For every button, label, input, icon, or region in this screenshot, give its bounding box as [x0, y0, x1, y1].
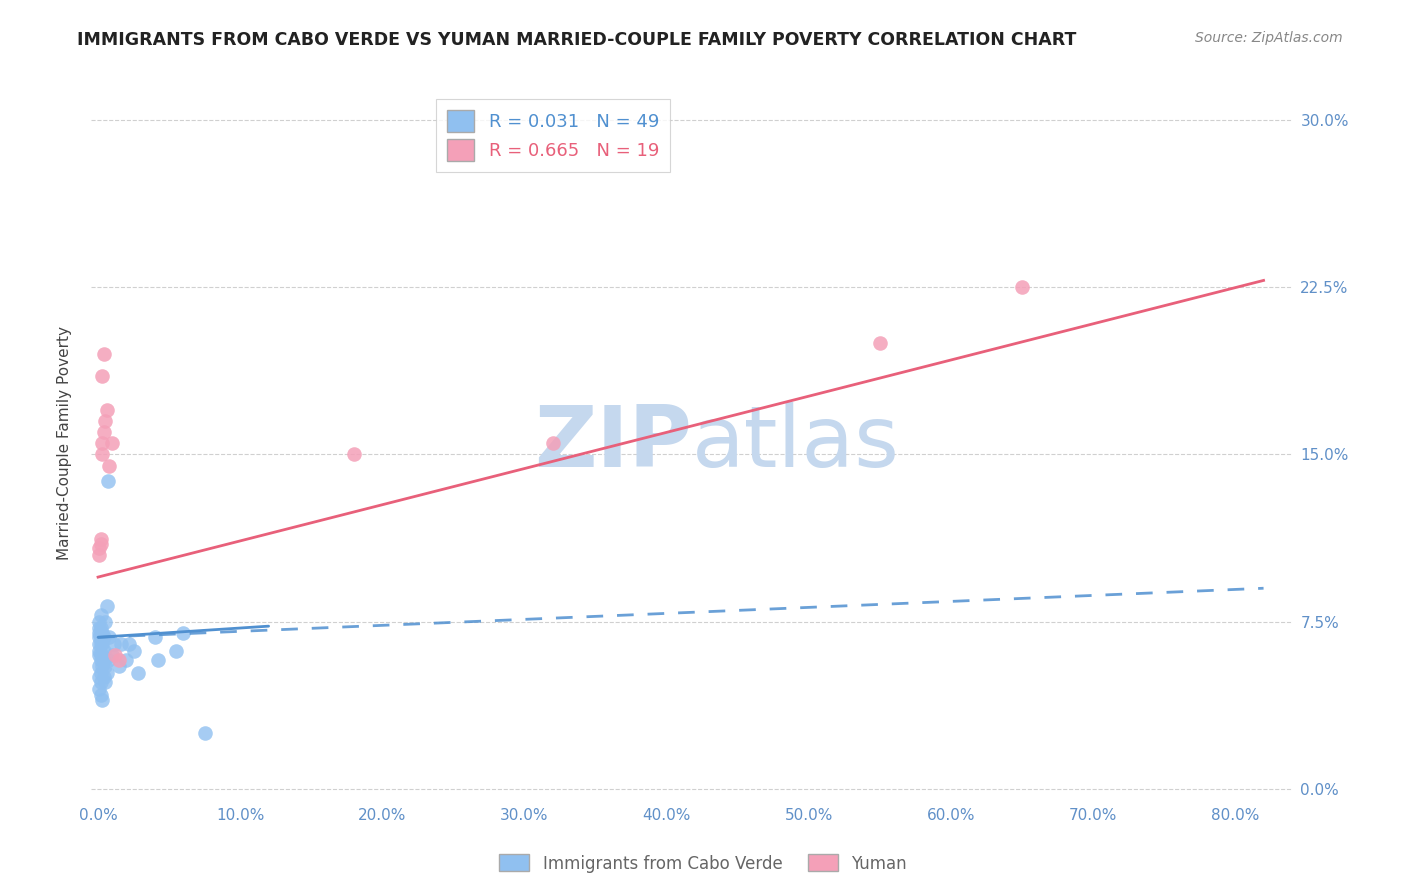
Point: [869, 335, 891, 350]
Point: [143, 630, 166, 644]
Point: [90, 607, 112, 622]
Point: [101, 436, 124, 450]
Point: [97, 652, 120, 666]
Point: [91, 659, 114, 673]
Text: Source: ZipAtlas.com: Source: ZipAtlas.com: [1195, 31, 1343, 45]
Point: [91, 637, 114, 651]
Point: [91, 648, 114, 662]
Point: [104, 648, 127, 662]
Point: [96, 665, 118, 680]
Point: [127, 665, 149, 680]
Point: [94, 659, 117, 673]
Point: [89, 615, 111, 629]
Point: [90, 648, 112, 662]
Point: [165, 643, 187, 657]
Point: [89, 621, 111, 635]
Point: [91, 625, 114, 640]
Point: [146, 652, 169, 666]
Point: [89, 630, 111, 644]
Point: [122, 643, 145, 657]
Point: [91, 369, 114, 384]
Point: [90, 532, 112, 546]
Point: [90, 536, 112, 550]
Point: [108, 659, 131, 673]
Point: [89, 648, 111, 662]
Legend: Immigrants from Cabo Verde, Yuman: Immigrants from Cabo Verde, Yuman: [494, 847, 912, 880]
Point: [101, 648, 124, 662]
Y-axis label: Married-Couple Family Poverty: Married-Couple Family Poverty: [58, 326, 72, 560]
Point: [89, 659, 111, 673]
Point: [89, 548, 111, 562]
Point: [89, 541, 111, 555]
Legend: R = 0.031   N = 49, R = 0.665   N = 19: R = 0.031 N = 49, R = 0.665 N = 19: [436, 99, 669, 172]
Point: [90, 637, 112, 651]
Point: [94, 414, 117, 428]
Point: [89, 637, 111, 651]
Point: [97, 474, 120, 488]
Point: [110, 637, 132, 651]
Point: [89, 670, 111, 684]
Point: [94, 615, 117, 629]
Point: [115, 652, 138, 666]
Point: [91, 436, 114, 450]
Point: [96, 402, 118, 417]
Point: [94, 674, 117, 689]
Point: [89, 625, 111, 640]
Point: [89, 681, 111, 696]
Point: [93, 630, 115, 644]
Point: [96, 599, 118, 613]
Point: [194, 726, 217, 740]
Point: [91, 447, 114, 461]
Point: [98, 630, 121, 644]
Point: [90, 652, 112, 666]
Text: ZIP: ZIP: [534, 401, 692, 484]
Point: [93, 652, 115, 666]
Point: [108, 652, 131, 666]
Point: [98, 458, 121, 473]
Point: [90, 665, 112, 680]
Point: [118, 637, 141, 651]
Point: [90, 674, 112, 689]
Point: [93, 425, 115, 439]
Point: [90, 630, 112, 644]
Point: [93, 347, 115, 361]
Point: [1011, 280, 1033, 294]
Text: IMMIGRANTS FROM CABO VERDE VS YUMAN MARRIED-COUPLE FAMILY POVERTY CORRELATION CH: IMMIGRANTS FROM CABO VERDE VS YUMAN MARR…: [77, 31, 1077, 49]
Text: atlas: atlas: [692, 401, 900, 484]
Point: [93, 643, 115, 657]
Point: [91, 692, 114, 706]
Point: [172, 625, 194, 640]
Point: [89, 643, 111, 657]
Point: [103, 637, 125, 651]
Point: [541, 436, 564, 450]
Point: [93, 670, 115, 684]
Point: [90, 688, 112, 702]
Point: [90, 621, 112, 635]
Point: [343, 447, 366, 461]
